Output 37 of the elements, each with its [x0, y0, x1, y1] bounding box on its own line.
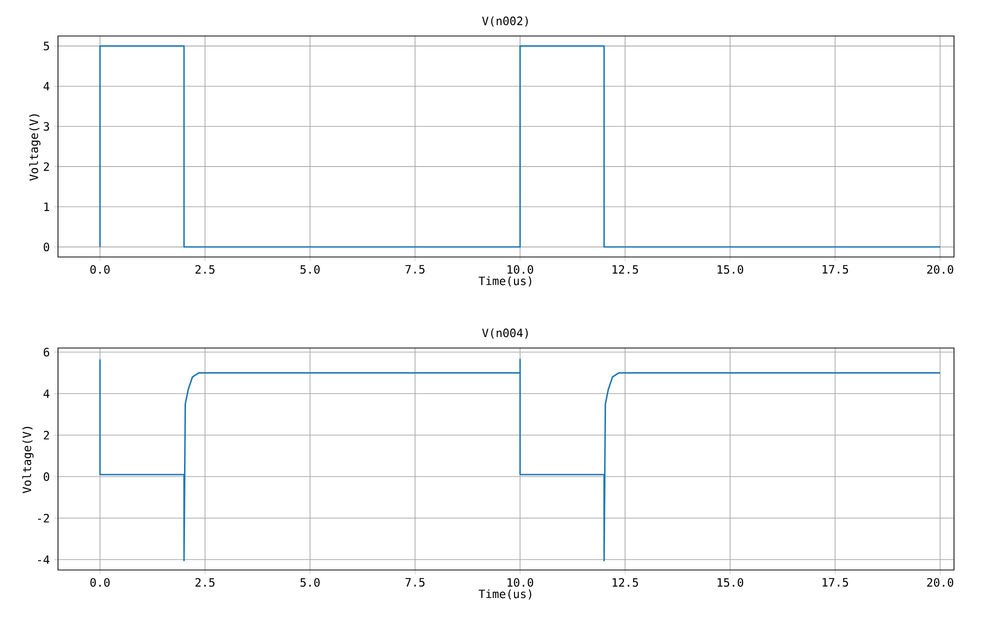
line-series	[99, 358, 941, 562]
x-tick-label: 7.5	[405, 578, 424, 587]
x-tick-label: 20.0	[927, 578, 954, 587]
x-axis-title: Time(us)	[478, 589, 532, 600]
x-tick-label: 0.0	[90, 578, 110, 587]
y-axis-title: Voltage(V)	[29, 114, 40, 181]
y-tick-label: -4	[38, 555, 50, 564]
x-tick-label: 12.5	[612, 265, 638, 274]
x-axis-title: Time(us)	[478, 276, 532, 287]
y-axis-title: Voltage(V)	[22, 426, 34, 494]
x-tick-label: 0.0	[90, 265, 110, 274]
y-tick-label: 3	[44, 122, 50, 131]
x-tick-label: 5.0	[300, 265, 320, 274]
x-tick-label: 17.5	[822, 265, 848, 274]
y-tick-label: 2	[44, 162, 49, 171]
x-tick-label: 17.5	[822, 578, 848, 587]
x-tick-label: 10.0	[508, 265, 534, 274]
y-tick-label: -2	[38, 514, 49, 522]
x-tick-label: 7.5	[405, 265, 424, 274]
y-tick-label: 2	[44, 430, 49, 440]
chart-title: V(n002)	[482, 16, 528, 27]
y-tick-label: 0	[44, 242, 50, 252]
x-tick-label: 20.0	[927, 265, 954, 274]
y-tick-label: 0	[44, 472, 50, 481]
y-tick-label: 6	[44, 348, 50, 356]
x-tick-label: 2.5	[196, 265, 214, 274]
x-tick-label: 15.0	[718, 578, 744, 587]
x-tick-label: 2.5	[196, 578, 214, 587]
y-tick-label: 4	[44, 389, 50, 398]
y-tick-label: 1	[44, 202, 50, 211]
x-tick-label: 15.0	[718, 265, 744, 274]
x-tick-label: 5.0	[300, 578, 320, 587]
x-tick-label: 10.0	[508, 578, 534, 587]
y-tick-label: 4	[44, 82, 50, 90]
y-tick-label: 5	[44, 42, 49, 50]
chart-title: V(n004)	[482, 328, 528, 339]
x-tick-label: 12.5	[612, 578, 638, 587]
